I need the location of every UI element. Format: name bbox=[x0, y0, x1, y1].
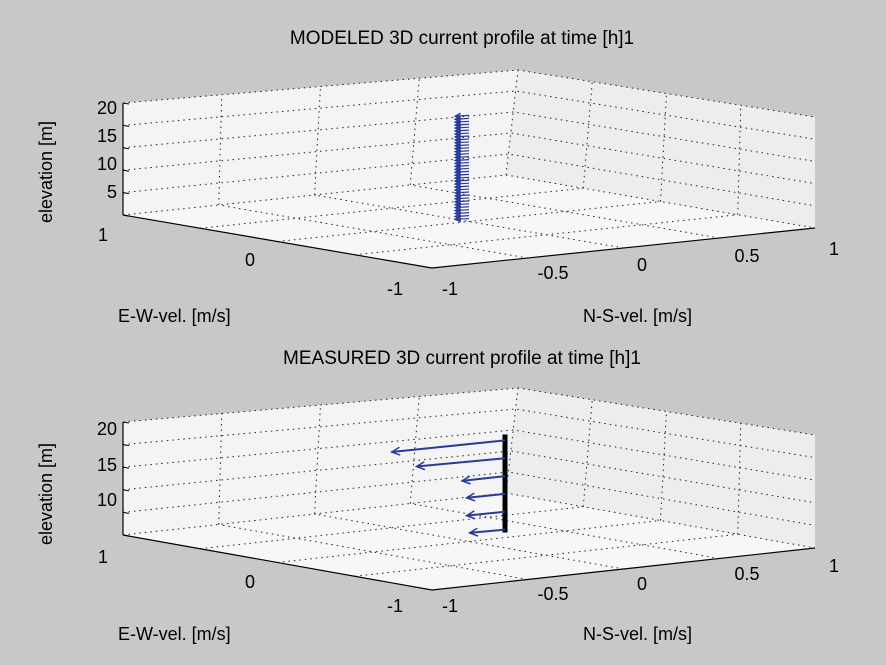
grid-line bbox=[122, 471, 816, 526]
plot-modeled-axes-box bbox=[122, 69, 816, 269]
z-tick bbox=[122, 534, 130, 537]
z-tick bbox=[122, 489, 130, 492]
z-tick-label: 15 bbox=[97, 455, 117, 475]
x-tick-label: -1 bbox=[387, 279, 403, 299]
plot-modeled-xlabel: E-W-vel. [m/s] bbox=[118, 306, 231, 326]
current-arrow bbox=[464, 492, 506, 502]
y-tick-label: -0.5 bbox=[537, 263, 568, 283]
plot-measured-axes-box bbox=[122, 387, 816, 591]
z-tick bbox=[122, 124, 130, 127]
z-tick bbox=[122, 102, 130, 105]
grid-line bbox=[200, 187, 584, 229]
plot-modeled-arrows bbox=[453, 112, 470, 223]
grid-line bbox=[122, 111, 816, 162]
x-tick-label: 0 bbox=[245, 250, 255, 270]
z-tick-label: 10 bbox=[97, 154, 117, 174]
grid-line bbox=[354, 214, 738, 256]
y-tick-label: 0.5 bbox=[734, 564, 759, 584]
plot-measured-zlabel: elevation [m] bbox=[36, 443, 56, 545]
grid-line bbox=[505, 387, 519, 494]
current-arrow bbox=[467, 527, 506, 537]
y-tick-label: 0 bbox=[637, 255, 647, 275]
grid-line bbox=[277, 201, 661, 242]
plot-measured-xlabel: E-W-vel. [m/s] bbox=[118, 624, 231, 644]
z-tick-label: 20 bbox=[97, 419, 117, 439]
z-tick bbox=[122, 421, 130, 424]
grid-line bbox=[122, 153, 816, 207]
grid-line bbox=[582, 399, 593, 507]
y-axis-line bbox=[431, 227, 816, 269]
x-tick-label: -1 bbox=[387, 596, 403, 616]
y-tick-label: 1 bbox=[829, 239, 839, 259]
y-tick-label: 0 bbox=[637, 574, 647, 594]
y-tick-label: -1 bbox=[442, 596, 458, 616]
y-tick-label: 0.5 bbox=[734, 246, 759, 266]
y-axis-line bbox=[431, 547, 816, 591]
z-tick-label: 20 bbox=[97, 98, 117, 118]
plot-measured-ylabel: N-S-vel. [m/s] bbox=[583, 624, 692, 644]
grid-line bbox=[122, 69, 816, 118]
right-back-wall bbox=[506, 70, 815, 228]
z-tick bbox=[122, 147, 130, 150]
grid-line bbox=[737, 423, 742, 535]
y-tick-label: -0.5 bbox=[537, 584, 568, 604]
grid-line bbox=[122, 132, 816, 185]
z-tick bbox=[122, 511, 130, 514]
current-arrow bbox=[460, 475, 506, 485]
current-arrow bbox=[453, 112, 470, 120]
plot-measured-title: MEASURED 3D current profile at time [h]1 bbox=[283, 348, 641, 369]
right-back-wall bbox=[506, 388, 815, 548]
grid-line bbox=[582, 81, 593, 189]
current-arrow bbox=[390, 439, 506, 456]
grid-line bbox=[218, 413, 223, 525]
z-tick-label: 10 bbox=[97, 490, 117, 510]
plot-measured-arrows bbox=[390, 434, 508, 537]
z-tick-label: 1 bbox=[98, 547, 108, 567]
z-tick bbox=[122, 214, 130, 217]
plot-modeled-ylabel: N-S-vel. [m/s] bbox=[583, 306, 692, 326]
x-tick-label: 0 bbox=[245, 572, 255, 592]
x-axis-line bbox=[122, 214, 433, 269]
z-tick bbox=[122, 466, 130, 469]
current-arrow bbox=[414, 457, 506, 471]
grid-line bbox=[122, 450, 816, 504]
grid-line bbox=[122, 429, 816, 481]
grid-line bbox=[218, 94, 223, 206]
y-tick-label: 1 bbox=[829, 556, 839, 576]
z-tick-label: 15 bbox=[97, 126, 117, 146]
plot-measured: MEASURED 3D current profile at time [h]1… bbox=[36, 348, 839, 644]
left-back-wall bbox=[123, 70, 518, 215]
plot-modeled-title: MODELED 3D current profile at time [h]1 bbox=[290, 28, 634, 49]
y-tick-label: -1 bbox=[442, 279, 458, 299]
grid-line bbox=[409, 396, 420, 504]
grid-line bbox=[505, 69, 519, 176]
grid-line bbox=[354, 533, 738, 577]
plot-modeled-zlabel: elevation [m] bbox=[36, 121, 56, 223]
plot-modeled: MODELED 3D current profile at time [h]1 … bbox=[36, 28, 839, 326]
grid-line bbox=[200, 506, 584, 550]
grid-line bbox=[277, 520, 661, 563]
grid-line bbox=[409, 78, 420, 186]
current-arrow bbox=[464, 510, 506, 520]
z-tick-label: 1 bbox=[98, 225, 108, 245]
x-axis-line bbox=[122, 534, 433, 591]
z-tick-label: 5 bbox=[107, 182, 117, 202]
z-tick bbox=[122, 169, 130, 172]
z-tick bbox=[122, 444, 130, 447]
z-tick bbox=[122, 192, 130, 195]
